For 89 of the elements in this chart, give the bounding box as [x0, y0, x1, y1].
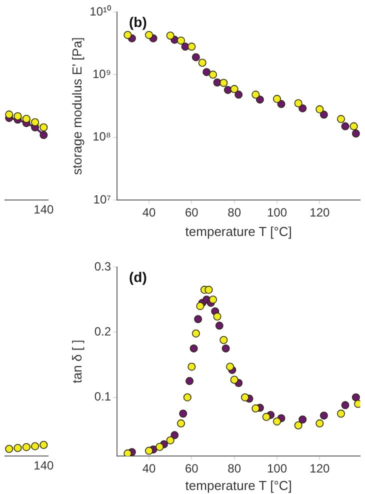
x-axis-title: temperature T [°C] [185, 478, 292, 493]
y-tick-label: 0.3 [94, 259, 112, 274]
point [166, 436, 174, 444]
x-tick-label: 60 [184, 462, 199, 476]
point [262, 412, 270, 421]
point [316, 419, 324, 428]
point [337, 115, 345, 124]
point [298, 104, 307, 112]
point [252, 90, 260, 99]
point [294, 99, 302, 108]
point [273, 417, 281, 426]
point [224, 86, 232, 94]
point [170, 431, 179, 440]
text: 140 [34, 458, 54, 472]
point [209, 70, 217, 79]
y-tick-label: 0.1 [94, 390, 112, 404]
chart-title: (d) [129, 268, 147, 285]
point [241, 393, 249, 402]
point [14, 112, 22, 120]
point [337, 410, 345, 418]
point [188, 362, 196, 371]
point [177, 419, 185, 428]
point [341, 122, 350, 130]
point [230, 376, 238, 384]
point [31, 118, 40, 126]
point [40, 123, 48, 132]
y-axis-title: tan δ [ ] [69, 340, 84, 384]
point [273, 94, 281, 103]
point [22, 114, 30, 123]
point [124, 449, 132, 456]
point [209, 296, 217, 304]
x-tick-label: 100 [266, 462, 288, 476]
point [5, 110, 14, 119]
point [124, 30, 132, 39]
x-tick-label: 60 [184, 206, 199, 220]
point [145, 30, 153, 39]
x-tick-label: 80 [228, 206, 242, 220]
point [298, 416, 307, 424]
point [215, 322, 224, 330]
point [183, 393, 192, 402]
y-tick-label: 10¹⁰ [90, 4, 111, 18]
point [186, 377, 194, 386]
point [256, 96, 264, 104]
point [341, 401, 350, 410]
text: 140 [34, 202, 54, 216]
y-tick-label: 0.2 [94, 324, 112, 338]
point [226, 362, 234, 371]
point [192, 53, 200, 62]
point [145, 446, 153, 455]
point [350, 122, 358, 130]
point [222, 344, 230, 352]
point [177, 36, 185, 45]
point [352, 393, 360, 402]
point [40, 131, 48, 140]
point [166, 32, 174, 40]
point [190, 344, 198, 352]
point [320, 412, 328, 420]
point [277, 100, 286, 108]
point [202, 68, 211, 76]
x-tick-label: 100 [266, 206, 288, 220]
y-axis-title: storage modulus E' [Pa] [69, 37, 84, 175]
x-axis-title: temperature T [°C] [185, 224, 292, 239]
point [194, 315, 202, 324]
x-tick-label: 120 [310, 206, 330, 220]
x-tick-label: 120 [310, 462, 330, 476]
point [204, 286, 213, 294]
x-tick-label: 40 [142, 206, 156, 220]
point [192, 329, 200, 338]
point [352, 130, 360, 138]
point [156, 442, 164, 451]
point [213, 312, 222, 321]
point [294, 421, 302, 430]
point [252, 404, 260, 412]
y-tick-label: 10⁸ [92, 130, 111, 144]
y-tick-label: 10⁹ [92, 66, 111, 81]
point [220, 78, 228, 87]
point [230, 85, 238, 94]
point [234, 90, 243, 99]
x-tick-label: 40 [142, 462, 156, 476]
point [198, 58, 206, 67]
point [316, 105, 324, 114]
point [196, 302, 204, 310]
point [188, 42, 196, 51]
point [220, 336, 228, 344]
chart-title: (b) [129, 14, 147, 30]
point [179, 410, 188, 418]
y-tick-label: 10⁷ [93, 192, 111, 206]
point [320, 110, 328, 119]
x-tick-label: 80 [228, 462, 242, 476]
